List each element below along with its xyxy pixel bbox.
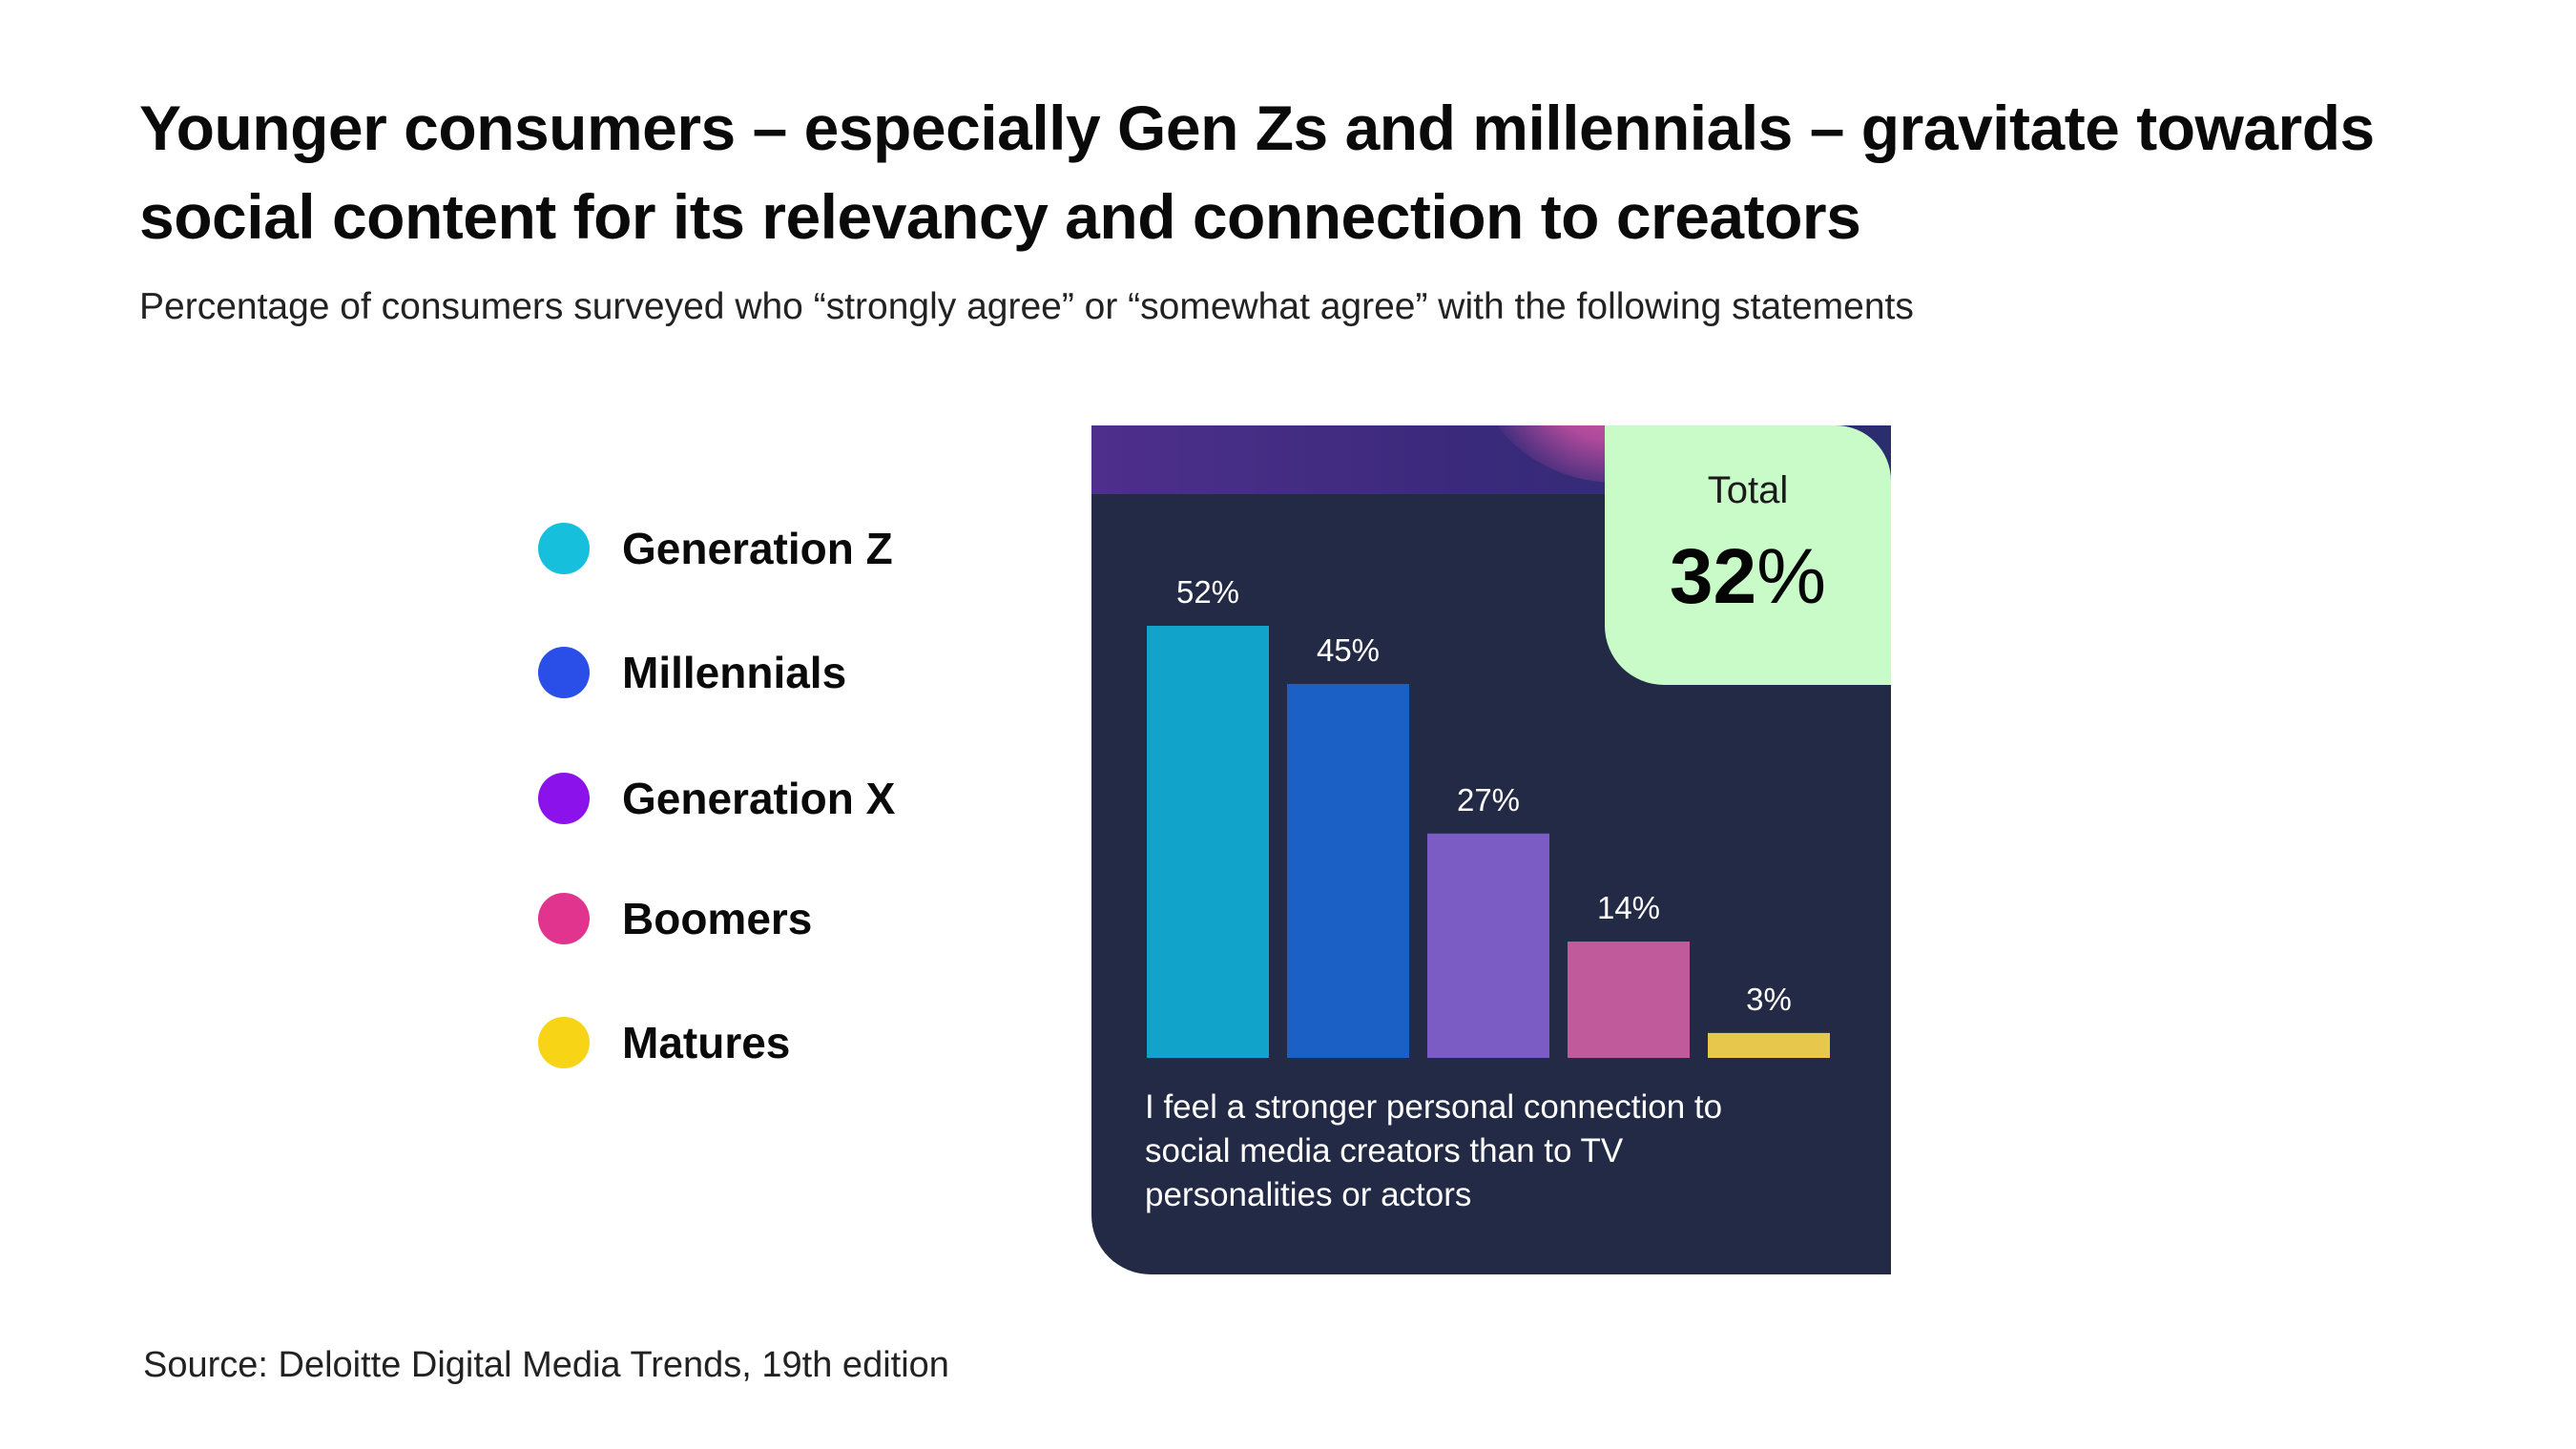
data-label: 45% <box>1317 632 1380 668</box>
legend-item-generation-x: Generation X <box>538 773 895 824</box>
bar-matures <box>1708 1032 1830 1058</box>
legend-item-millennials: Millennials <box>538 647 846 698</box>
legend-swatch <box>538 773 590 824</box>
legend-item-matures: Matures <box>538 1017 790 1068</box>
legend-label: Matures <box>622 1018 791 1067</box>
total-number: 32 <box>1669 533 1757 620</box>
bar-millennials <box>1287 683 1409 1058</box>
legend-item-boomers: Boomers <box>538 893 812 944</box>
bar-boomers <box>1568 942 1690 1058</box>
total-box: Total 32% <box>1605 425 1891 685</box>
source-note: Source: Deloitte Digital Media Trends, 1… <box>143 1345 949 1385</box>
statement-text: I feel a stronger personal connection to… <box>1145 1088 1723 1213</box>
legend-swatch <box>538 523 590 574</box>
total-value: 32% <box>1605 532 1891 622</box>
legend-label: Generation X <box>622 774 896 823</box>
legend-label: Generation Z <box>622 524 893 573</box>
legend-swatch <box>538 647 590 698</box>
legend-label: Millennials <box>622 648 847 697</box>
legend-swatch <box>538 1017 590 1068</box>
legend-item-generation-z: Generation Z <box>538 523 893 574</box>
chart-title: Younger consumers – especially Gen Zs an… <box>139 93 2375 252</box>
data-label: 14% <box>1597 890 1660 925</box>
total-label: Total <box>1707 469 1789 511</box>
bar-chart: 52% 45% 27% 14% 3% <box>1147 574 1830 1058</box>
data-label: 3% <box>1746 982 1792 1017</box>
bar-generation-x <box>1427 833 1549 1058</box>
chart-card: Total 32% 52% 45% 27% 14% 3% I feel a strong… <box>1091 425 1891 1274</box>
data-label: 52% <box>1176 574 1239 610</box>
total-unit: % <box>1756 533 1827 620</box>
data-label: 27% <box>1457 782 1520 818</box>
bar-generation-z <box>1147 626 1269 1058</box>
legend-label: Boomers <box>622 894 813 943</box>
chart-subtitle: Percentage of consumers surveyed who “st… <box>139 286 1914 327</box>
legend-swatch <box>538 893 590 944</box>
